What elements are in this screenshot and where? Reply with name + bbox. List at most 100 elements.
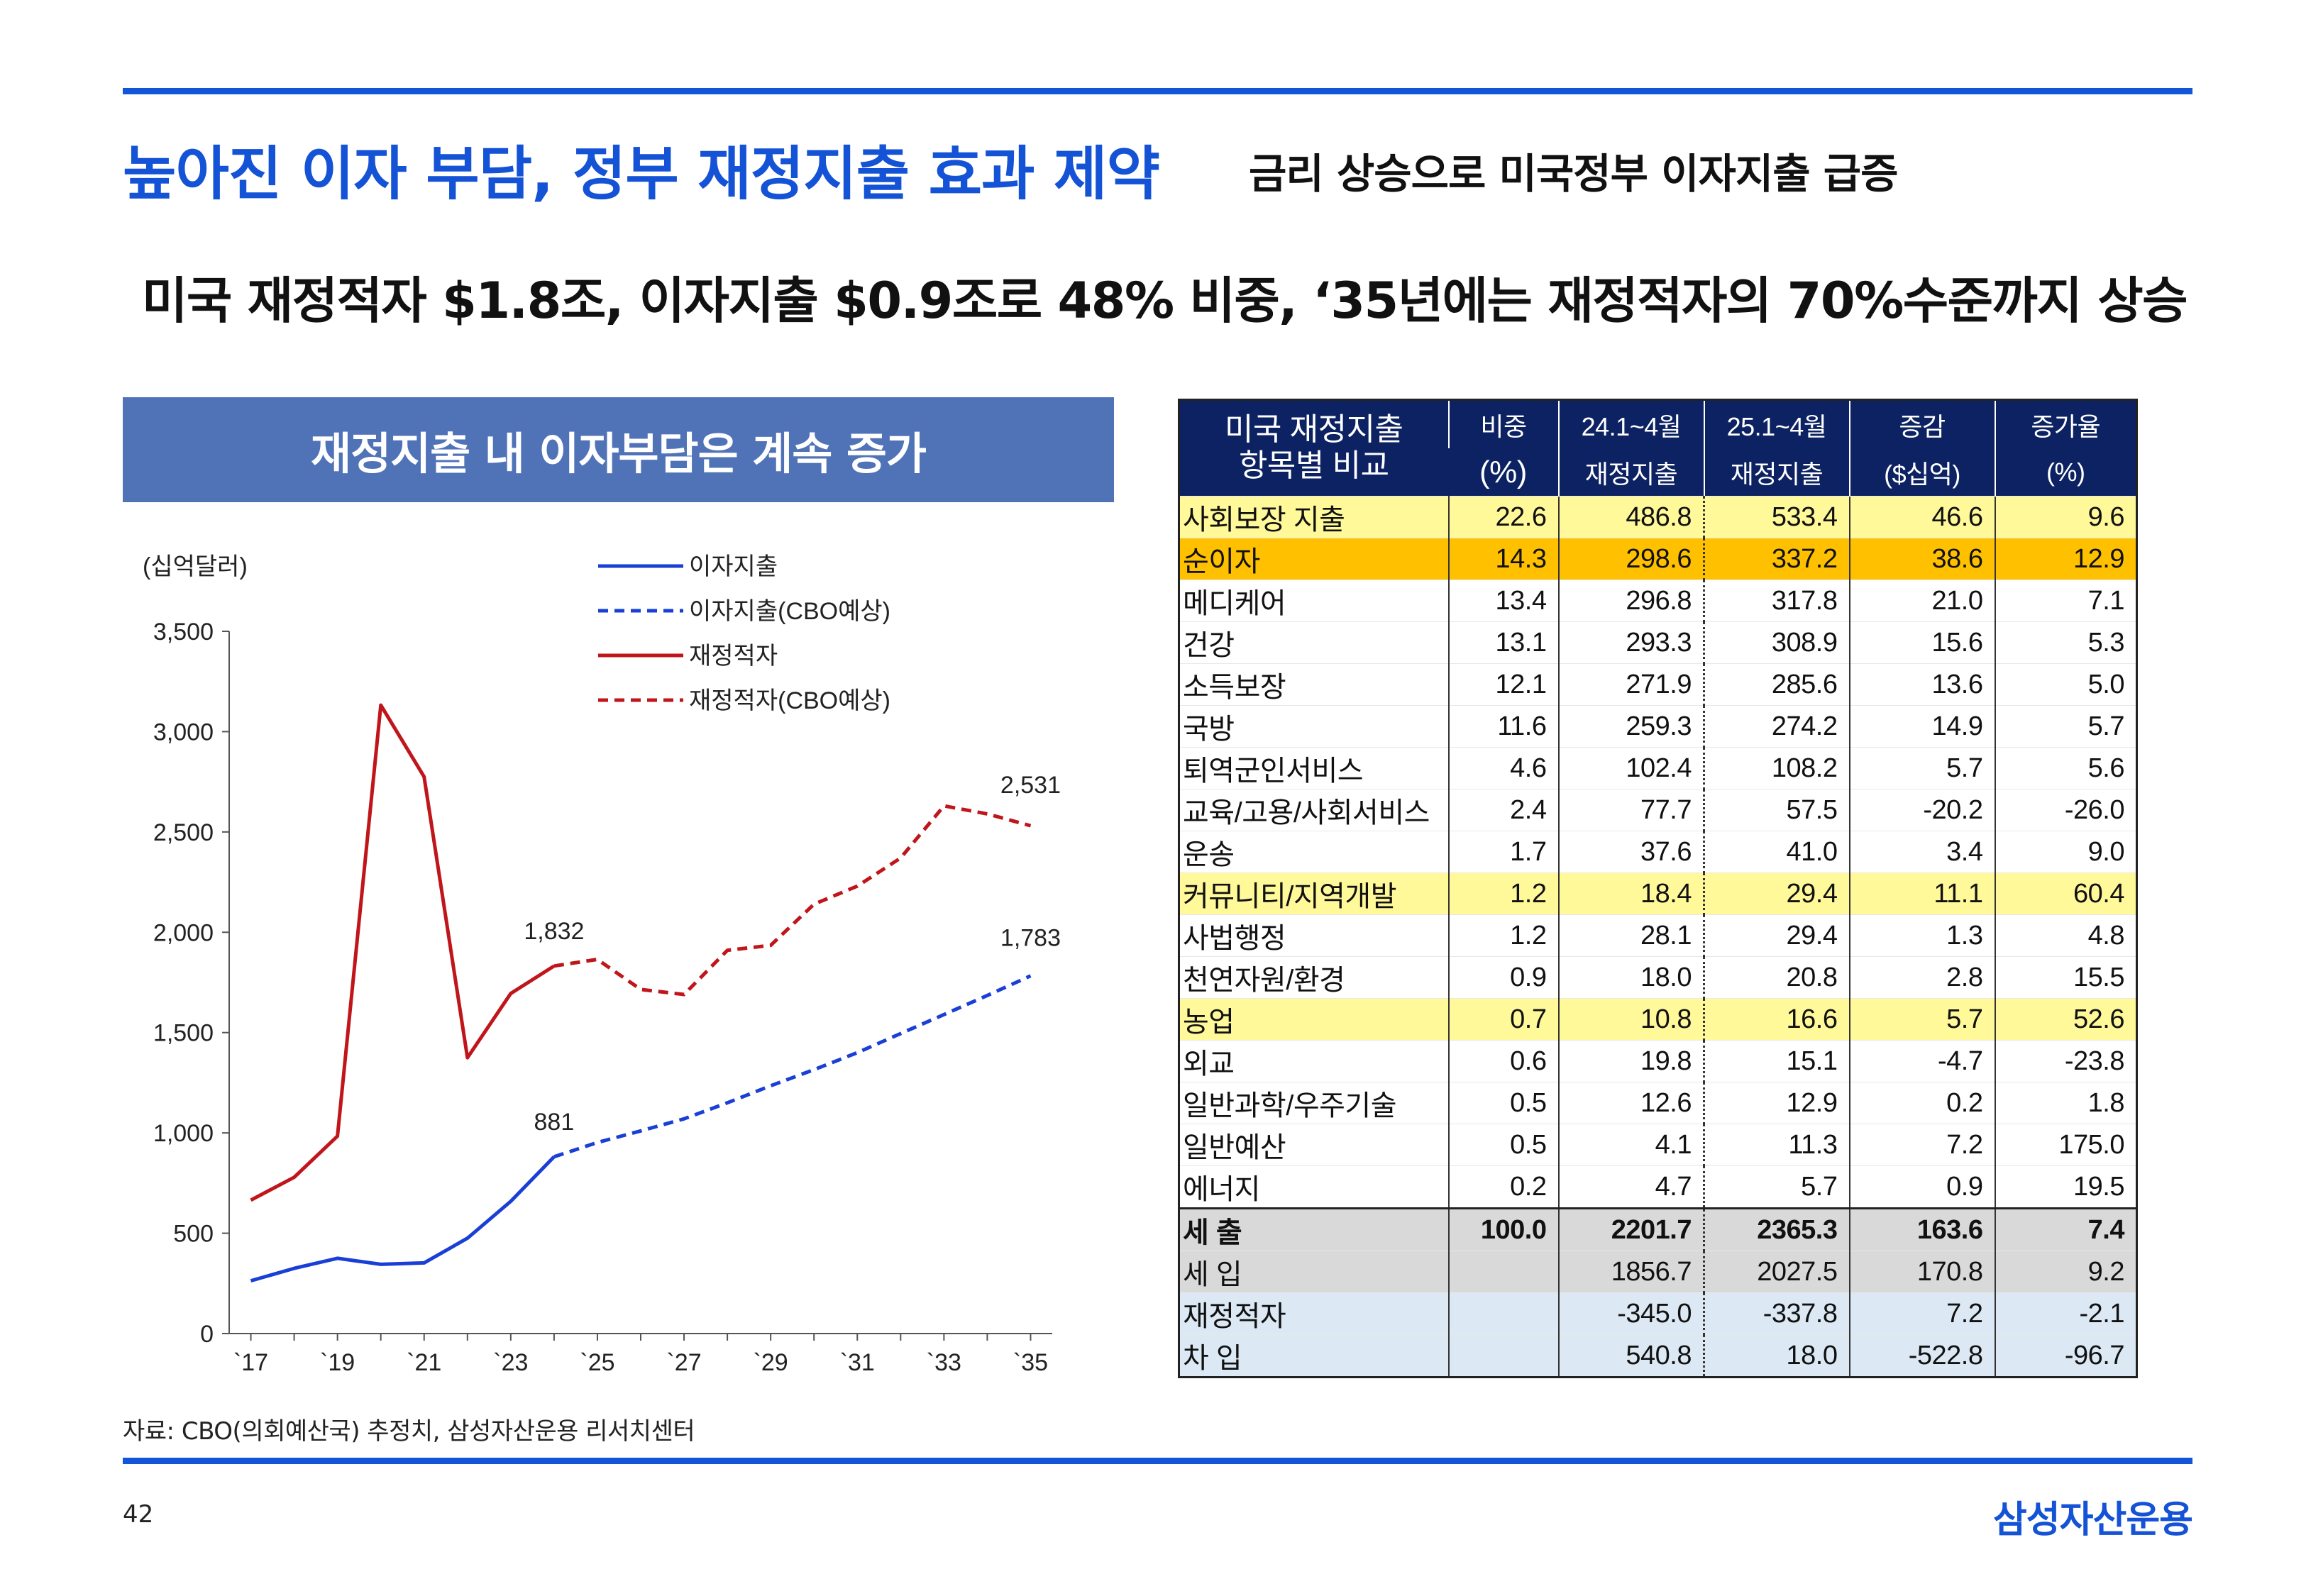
cell-growth: 5.6 — [1994, 747, 2137, 789]
table-row: 천연자원/환경 0.9 18.0 20.8 2.8 15.5 — [1179, 956, 2137, 999]
cell-change: 11.1 — [1848, 872, 1995, 915]
header-item-line1: 미국 재정지출 — [1224, 412, 1403, 448]
cell-growth: 9.0 — [1994, 831, 2137, 873]
cell-share: 13.1 — [1447, 621, 1559, 664]
y-tick-label: 500 — [173, 1221, 214, 1248]
cell-y25: 285.6 — [1703, 663, 1850, 706]
cell-y24: 18.0 — [1557, 956, 1704, 999]
cell-y24: 293.3 — [1557, 621, 1704, 664]
cell-share: 1.2 — [1447, 872, 1559, 915]
cell-y24: 10.8 — [1557, 998, 1704, 1041]
cell-growth: 19.5 — [1994, 1165, 2137, 1209]
cell-share: 13.4 — [1447, 580, 1559, 622]
cell-item: 순이자 — [1179, 538, 1449, 580]
spending-table-wrap: 미국 재정지출 항목별 비교 비중 24.1~4월 25.1~4월 증감 증가율… — [1178, 399, 2138, 1378]
cell-y25: 16.6 — [1703, 998, 1850, 1041]
cell-change: 0.2 — [1848, 1082, 1995, 1124]
cell-growth: -23.8 — [1994, 1040, 2137, 1082]
y-tick-label: 1,000 — [153, 1120, 214, 1147]
x-tick-label: `17 — [233, 1349, 268, 1376]
brand-logo: 삼성자산운용 — [1992, 1499, 2193, 1541]
table-row: 순이자 14.3 298.6 337.2 38.6 12.9 — [1179, 538, 2137, 580]
cell-growth: -96.7 — [1994, 1334, 2137, 1378]
x-tick-label: `25 — [580, 1349, 614, 1376]
data-label: 881 — [534, 1109, 575, 1136]
cell-growth: 52.6 — [1994, 998, 2137, 1041]
cell-item: 건강 — [1179, 621, 1449, 664]
cell-change: 14.9 — [1848, 705, 1995, 748]
cell-y24: 4.7 — [1557, 1165, 1704, 1209]
x-tick-label: `23 — [493, 1349, 528, 1376]
cell-y24: 271.9 — [1557, 663, 1704, 706]
header-y25-unit: 재정지출 — [1703, 448, 1850, 497]
y-unit-label: (십억달러) — [143, 553, 248, 580]
cell-item: 국방 — [1179, 705, 1449, 748]
legend-label: 이자지출 — [689, 553, 778, 580]
page-subtitle: 금리 상승으로 미국정부 이자지출 급증 — [1249, 150, 1899, 198]
cell-growth: 1.8 — [1994, 1082, 2137, 1124]
cell-item: 재정적자 — [1179, 1292, 1449, 1335]
cell-share: 11.6 — [1447, 705, 1559, 748]
cell-y25: 29.4 — [1703, 914, 1850, 957]
series-line-0 — [250, 1156, 556, 1283]
data-label: 1,783 — [1000, 925, 1061, 952]
cell-change: 163.6 — [1848, 1207, 1995, 1251]
cell-item: 교육/고용/사회서비스 — [1179, 789, 1449, 831]
cell-share: 0.6 — [1447, 1040, 1559, 1082]
cell-growth: -26.0 — [1994, 789, 2137, 831]
source-note: 자료: CBO(의회예산국) 추정치, 삼성자산운용 리서치센터 — [123, 1417, 695, 1446]
x-tick-label: `27 — [666, 1349, 701, 1376]
series-line-3 — [553, 804, 1032, 997]
cell-change: 46.6 — [1848, 496, 1995, 538]
cell-y25: -337.8 — [1703, 1292, 1850, 1335]
cell-item: 사회보장 지출 — [1179, 496, 1449, 538]
cell-y24: 12.6 — [1557, 1082, 1704, 1124]
table-row: 사회보장 지출 22.6 486.8 533.4 46.6 9.6 — [1179, 496, 2137, 538]
cell-y24: 102.4 — [1557, 747, 1704, 789]
header-share-unit: (%) — [1448, 448, 1559, 497]
cell-y24: 77.7 — [1557, 789, 1704, 831]
table-row: 메디케어 13.4 296.8 317.8 21.0 7.1 — [1179, 580, 2137, 622]
cell-item: 메디케어 — [1179, 580, 1449, 622]
cell-y24: 296.8 — [1557, 580, 1704, 622]
table-header-row-2: (%) 재정지출 재정지출 ($십억) (%) — [1179, 448, 2137, 497]
cell-change: 170.8 — [1848, 1251, 1995, 1293]
data-label: 2,531 — [1000, 772, 1061, 799]
cell-y25: 2365.3 — [1703, 1207, 1850, 1251]
cell-growth: 7.1 — [1994, 580, 2137, 622]
table-row: 에너지 0.2 4.7 5.7 0.9 19.5 — [1179, 1165, 2137, 1209]
table-row: 교육/고용/사회서비스 2.4 77.7 57.5 -20.2 -26.0 — [1179, 789, 2137, 831]
cell-share: 2.4 — [1447, 789, 1559, 831]
cell-item: 소득보장 — [1179, 663, 1449, 706]
header-growth-unit: (%) — [1994, 448, 2137, 497]
cell-y25: 18.0 — [1703, 1334, 1850, 1378]
cell-y24: 19.8 — [1557, 1040, 1704, 1082]
header-change: 증감 — [1848, 399, 1995, 448]
table-row: 재정적자 -345.0 -337.8 7.2 -2.1 — [1179, 1292, 2137, 1335]
cell-share: 0.2 — [1447, 1165, 1559, 1209]
cell-y25: 29.4 — [1703, 872, 1850, 915]
table-row: 사법행정 1.2 28.1 29.4 1.3 4.8 — [1179, 914, 2137, 957]
cell-y24: 18.4 — [1557, 872, 1704, 915]
x-tick-label: `29 — [754, 1349, 788, 1376]
cell-change: 1.3 — [1848, 914, 1995, 957]
cell-growth: 9.2 — [1994, 1251, 2137, 1293]
cell-growth: 60.4 — [1994, 872, 2137, 915]
header-change-unit: ($십억) — [1848, 448, 1995, 497]
line-chart: (십억달러) 0 500 1,000 1,500 2,000 2,500 3,000 3,500… — [143, 553, 1061, 1376]
cell-item: 일반예산 — [1179, 1124, 1449, 1166]
x-tick-label: `21 — [407, 1349, 441, 1376]
header-growth: 증가율 — [1994, 399, 2137, 448]
cell-share — [1447, 1251, 1559, 1293]
table-row: 일반예산 0.5 4.1 11.3 7.2 175.0 — [1179, 1124, 2137, 1166]
cell-y25: 12.9 — [1703, 1082, 1850, 1124]
cell-y25: 108.2 — [1703, 747, 1850, 789]
header-share: 비중 — [1447, 399, 1559, 448]
data-label: 1,832 — [524, 918, 584, 945]
cell-change: 21.0 — [1848, 580, 1995, 622]
table-header-row-1: 미국 재정지출 항목별 비교 비중 24.1~4월 25.1~4월 증감 증가율 — [1179, 399, 2137, 497]
legend-label: 재정적자 — [689, 643, 778, 670]
cell-growth: 5.3 — [1994, 621, 2137, 664]
cell-share: 1.7 — [1447, 831, 1559, 873]
table-row: 국방 11.6 259.3 274.2 14.9 5.7 — [1179, 705, 2137, 748]
